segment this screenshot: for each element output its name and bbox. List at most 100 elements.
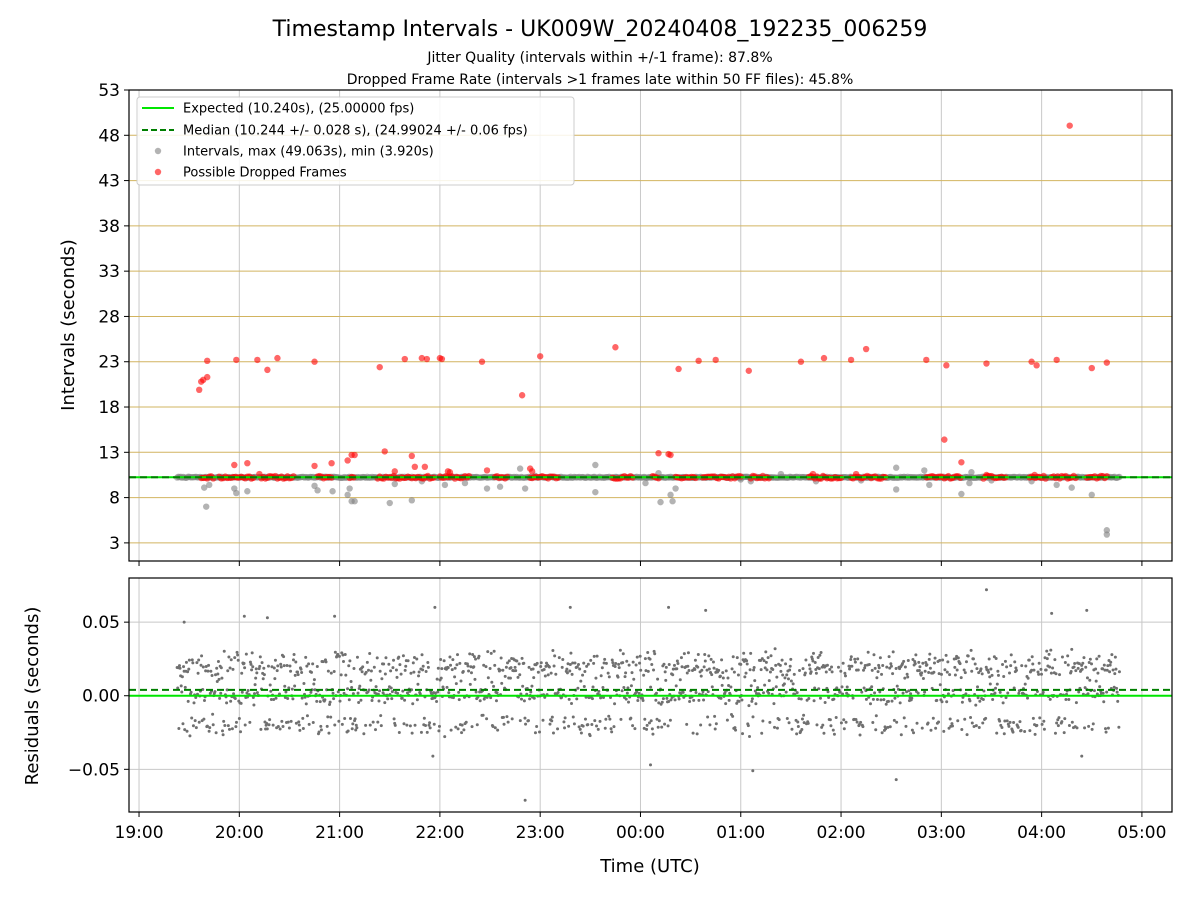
residual-point [431,754,435,758]
residual-point [583,717,587,721]
residual-point [572,722,576,726]
interval-point [642,479,649,487]
residual-point [641,698,645,702]
residual-point [520,656,524,660]
residual-point [221,733,225,737]
residual-point [870,668,874,672]
residual-point [237,717,241,721]
residual-point [289,669,293,673]
residual-point [798,668,802,672]
residual-point [268,718,272,722]
x-tick-label: 20:00 [215,823,264,843]
residual-point [841,661,845,665]
residual-point [439,676,443,680]
residual-point [417,670,421,674]
residual-point [1081,661,1085,665]
residual-point [588,734,592,738]
residual-point [367,688,371,692]
residual-point [269,698,273,702]
residual-point [911,658,915,662]
residual-point [622,686,626,690]
residual-point [1024,664,1028,668]
residual-point [674,684,678,688]
residual-point [680,665,684,669]
residual-point [391,666,395,670]
residual-point [288,664,292,668]
residual-point [347,698,351,702]
residual-point [521,684,525,688]
residual-point [629,716,633,720]
residual-point [287,726,291,730]
residual-point [362,732,366,736]
residual-point [249,662,253,666]
residual-point [1094,679,1098,683]
residual-point [808,667,812,671]
residual-point [975,667,979,671]
residual-point [685,722,689,726]
residual-point [1008,720,1012,724]
residual-point [536,670,540,674]
residual-point [980,672,984,676]
residual-point [988,675,992,679]
residual-point [234,720,238,724]
residual-point [1117,670,1121,674]
residual-point [973,662,977,666]
residual-point [666,724,670,728]
interval-point [516,465,524,472]
dropped-frame-point [311,462,318,470]
residual-point [257,667,261,671]
residual-point [573,661,577,665]
residual-point [650,663,654,667]
residual-point [324,660,328,664]
residual-point [380,677,384,681]
residual-point [951,689,955,693]
interval-point [441,481,449,489]
residual-point [364,723,368,727]
residual-point [571,715,575,719]
residual-point [895,684,899,688]
residual-point [519,697,523,701]
residual-point [741,732,745,736]
residual-point [813,661,817,665]
residual-point [796,720,800,724]
residual-point [797,697,801,701]
residual-point [714,722,718,726]
residual-point [652,649,656,653]
interval-point [329,488,336,495]
residual-point [764,650,768,654]
residual-point [567,724,571,728]
residual-point [339,673,343,677]
residual-point [294,721,298,725]
residual-point [717,668,721,672]
residual-point [984,716,988,720]
residual-point [1003,719,1007,723]
residual-point [759,659,763,663]
residual-point [436,666,440,670]
residual-point [1110,653,1114,657]
residual-point [875,676,879,680]
residual-point [1005,665,1009,669]
dropped-frame-point [712,356,719,364]
residual-point [977,725,981,729]
residual-point [752,668,756,672]
residual-point [1053,731,1057,735]
residual-point [1051,666,1055,670]
residual-point [1075,726,1079,730]
residual-point [231,667,235,671]
chart-title: Timestamp Intervals - UK009W_20240408_19… [272,17,928,42]
residual-point [754,702,758,706]
residual-point [550,715,554,719]
residual-point [543,674,547,678]
residual-point [903,665,907,669]
residual-point [804,658,808,662]
residual-point [626,686,630,690]
residual-point [325,724,329,728]
residual-point [784,690,788,694]
residual-point [502,722,506,726]
residual-point [586,723,590,727]
residual-point [276,725,280,729]
residual-point [265,616,269,620]
residual-point [460,731,464,735]
residual-point [832,697,836,701]
residual-point [848,667,852,671]
